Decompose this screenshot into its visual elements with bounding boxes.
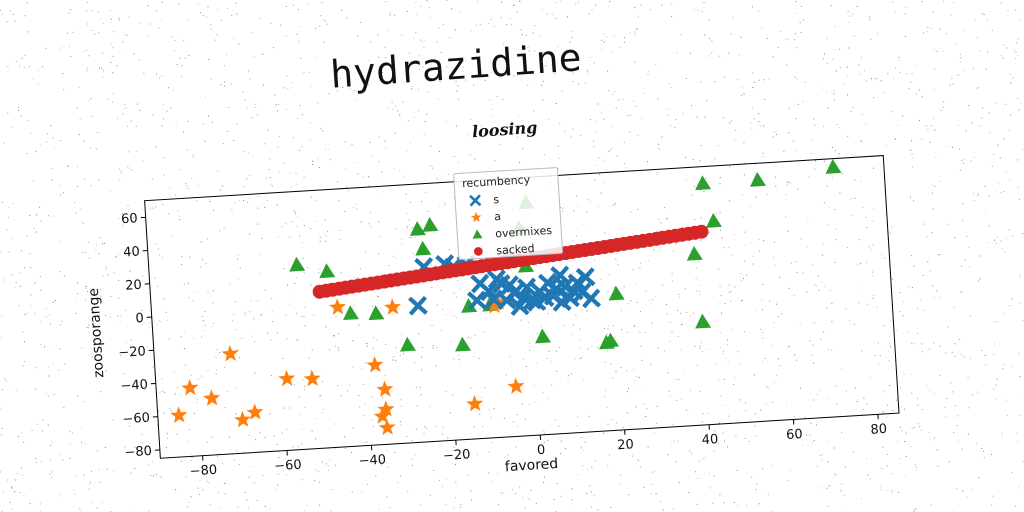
data-point-sacked — [694, 224, 709, 239]
data-point-overmixes — [455, 336, 472, 352]
data-point-s — [408, 295, 428, 316]
x-tick-label: −60 — [274, 458, 302, 475]
y-tick-label: −60 — [122, 411, 150, 428]
legend-marker-overmixes — [472, 229, 483, 239]
x-tick-label: 0 — [537, 443, 546, 458]
data-point-a — [377, 400, 395, 417]
data-point-overmixes — [535, 328, 552, 344]
data-point-s — [517, 277, 537, 298]
data-point-a — [383, 298, 402, 315]
data-point-a — [203, 389, 221, 406]
legend-marker-a — [470, 211, 482, 223]
legend-label: sacked — [496, 242, 535, 257]
data-point-a — [234, 410, 252, 428]
data-point-overmixes — [368, 305, 385, 321]
y-tick-label: 60 — [121, 211, 138, 227]
data-point-overmixes — [750, 171, 767, 187]
x-tick-label: −80 — [189, 463, 217, 480]
data-point-overmixes — [409, 221, 426, 236]
plot-group: −80 −60 −40 −20 0 20 40 60 80 −80 −60 −40 −20 0 20 40 60… — [86, 155, 900, 480]
data-point-overmixes — [415, 240, 432, 256]
data-point-a — [278, 369, 296, 387]
x-tick-label: −20 — [443, 447, 471, 464]
data-point-a — [221, 344, 239, 362]
y-tick-label: −40 — [120, 377, 148, 394]
data-point-a — [170, 406, 188, 424]
legend-title: recumbency — [462, 173, 531, 190]
y-tick-label: 40 — [123, 245, 140, 261]
data-point-a — [466, 394, 484, 412]
x-tick-label: 40 — [701, 432, 718, 448]
data-point-overmixes — [695, 313, 712, 329]
legend-label: a — [494, 210, 502, 223]
y-tick-label: −20 — [118, 344, 146, 361]
data-point-a — [181, 379, 199, 396]
data-point-overmixes — [695, 175, 712, 191]
data-point-a — [303, 369, 321, 387]
axis-ticks: −80 −60 −40 −20 0 20 40 60 80 −80 −60 −40 −20 0 20 40 60 — [118, 211, 888, 480]
data-point-s — [550, 265, 570, 286]
data-point-s — [581, 288, 602, 309]
data-point-a — [378, 418, 396, 436]
x-tick-label: 80 — [870, 422, 887, 438]
data-point-overmixes — [289, 256, 306, 272]
x-tick-label: 60 — [786, 427, 803, 443]
data-point-overmixes — [461, 297, 478, 313]
data-point-a — [328, 298, 346, 315]
data-point-overmixes — [603, 332, 620, 348]
legend-label: s — [493, 193, 500, 206]
data-point-overmixes — [705, 212, 722, 228]
data-point-overmixes — [422, 216, 439, 232]
data-point-overmixes — [608, 285, 625, 301]
legend-marker-s — [469, 194, 482, 207]
data-point-s — [575, 267, 596, 287]
y-tick-label: −80 — [124, 444, 152, 461]
x-tick-label: −40 — [358, 452, 386, 469]
data-point-a — [376, 380, 394, 398]
data-point-s — [467, 290, 487, 311]
data-point-overmixes — [825, 158, 842, 174]
y-tick-label: 0 — [135, 311, 144, 326]
data-point-overmixes — [400, 336, 417, 352]
data-point-a — [485, 297, 503, 314]
data-point-overmixes — [686, 245, 703, 261]
x-axis-label: favored — [504, 456, 558, 475]
y-tick-label: 20 — [125, 278, 142, 294]
data-point-a — [246, 403, 264, 420]
data-point-a — [507, 377, 525, 394]
data-point-overmixes — [343, 305, 359, 321]
y-axis-label: zoosporange — [86, 288, 107, 379]
data-point-a — [366, 356, 384, 373]
legend-marker-sacked — [474, 247, 483, 256]
x-tick-label: 20 — [617, 437, 634, 453]
data-point-overmixes — [319, 263, 336, 279]
legend-label: overmixes — [495, 224, 553, 240]
